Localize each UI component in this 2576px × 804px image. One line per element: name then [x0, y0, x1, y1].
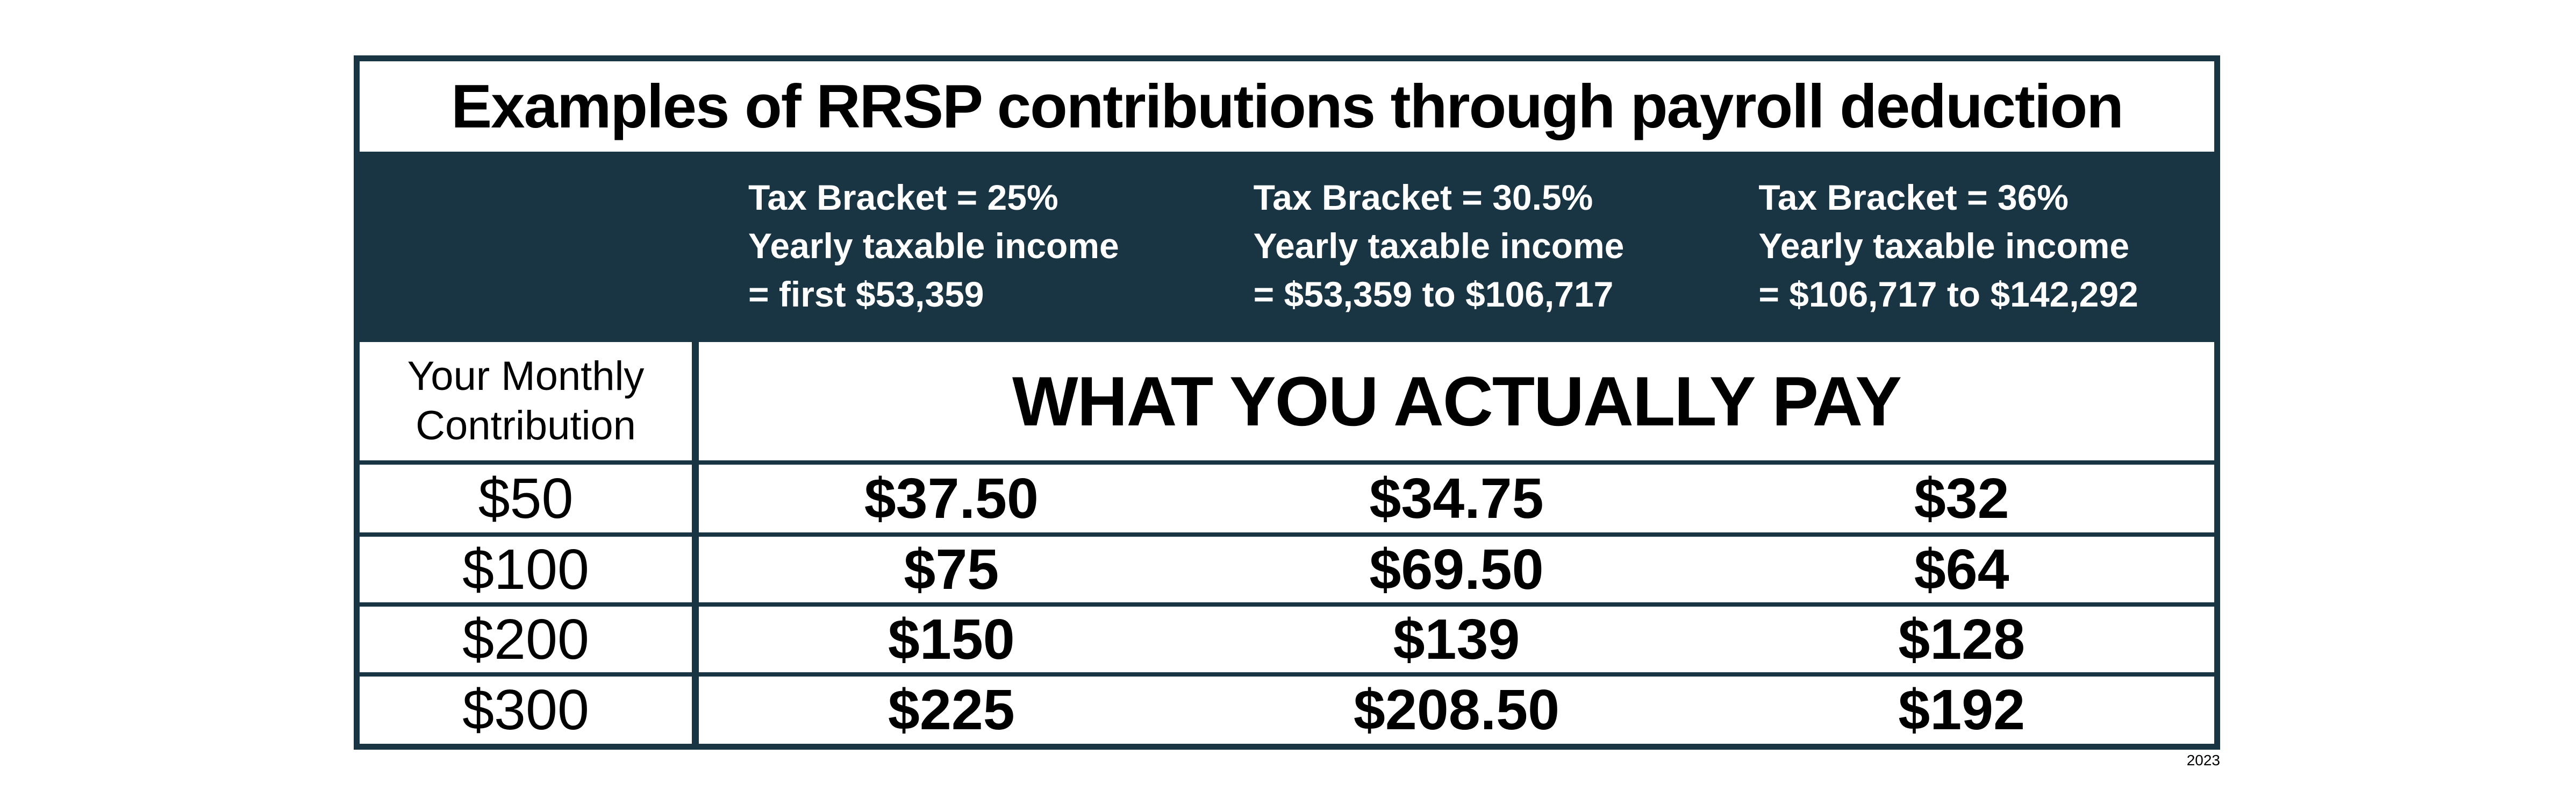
bracket-rate-label: Tax Bracket = 36%: [1758, 177, 2069, 217]
tax-bracket-header-30-5: Tax Bracket = 30.5% Yearly taxable incom…: [1204, 152, 1709, 342]
pay-cell-25: $150: [888, 607, 1015, 671]
tax-bracket-header-36: Tax Bracket = 36% Yearly taxable income …: [1709, 152, 2214, 342]
table-row: $300 $225 $208.50 $192: [360, 677, 2214, 744]
tax-bracket-header-25: Tax Bracket = 25% Yearly taxable income …: [699, 152, 1204, 342]
monthly-contribution-line1: Your Monthly: [407, 353, 645, 399]
bracket-income-label: Yearly taxable income: [1758, 226, 2130, 266]
pay-cell-30-5: $34.75: [1369, 466, 1544, 530]
bracket-range-label: = $53,359 to $106,717: [1253, 274, 1614, 314]
year-note: 2023: [2186, 752, 2220, 769]
pay-cell-25: $75: [904, 537, 999, 601]
table-row: $200 $150 $139 $128: [360, 607, 2214, 677]
pay-cell-25: $225: [888, 678, 1015, 742]
pay-cell-30-5: $139: [1393, 607, 1520, 671]
bracket-rate-label: Tax Bracket = 30.5%: [1253, 177, 1593, 217]
rrsp-contributions-table: Examples of RRSP contributions through p…: [354, 55, 2220, 750]
bracket-range-label: = $106,717 to $142,292: [1758, 274, 2138, 314]
bracket-rate-label: Tax Bracket = 25%: [748, 177, 1058, 217]
bracket-header-spacer: [360, 152, 699, 342]
pay-cell-36: $64: [1914, 537, 2009, 601]
contribution-cell: $200: [360, 607, 699, 672]
pay-cell-25: $37.50: [864, 466, 1039, 530]
contribution-cell: $50: [360, 465, 699, 532]
table-row: $50 $37.50 $34.75 $32: [360, 465, 2214, 537]
bracket-income-label: Yearly taxable income: [748, 226, 1119, 266]
what-you-actually-pay-header: WHAT YOU ACTUALLY PAY: [1012, 362, 1902, 440]
monthly-contribution-header: Your Monthly Contribution: [360, 342, 699, 460]
pay-cell-36: $128: [1898, 607, 2026, 671]
column-header-row: Your Monthly Contribution WHAT YOU ACTUA…: [360, 342, 2214, 465]
table-title: Examples of RRSP contributions through p…: [451, 72, 2124, 141]
bracket-income-label: Yearly taxable income: [1253, 226, 1625, 266]
bracket-range-label: = first $53,359: [748, 274, 984, 314]
table-title-row: Examples of RRSP contributions through p…: [360, 61, 2214, 152]
table-row: $100 $75 $69.50 $64: [360, 537, 2214, 607]
contribution-cell: $300: [360, 677, 699, 744]
monthly-contribution-line2: Contribution: [416, 403, 636, 449]
tax-bracket-header-band: Tax Bracket = 25% Yearly taxable income …: [360, 152, 2214, 342]
contribution-cell: $100: [360, 537, 699, 602]
pay-cell-36: $32: [1914, 466, 2009, 530]
pay-cell-30-5: $69.50: [1369, 537, 1544, 601]
pay-cell-36: $192: [1898, 678, 2026, 742]
pay-cell-30-5: $208.50: [1353, 678, 1560, 742]
